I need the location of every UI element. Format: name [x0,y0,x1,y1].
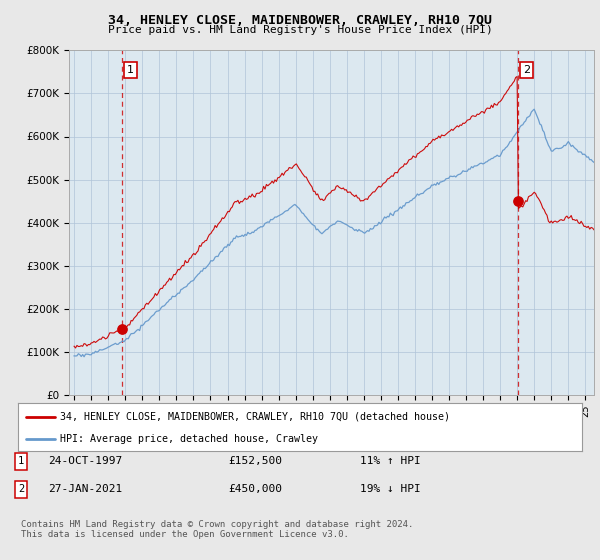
Text: 19% ↓ HPI: 19% ↓ HPI [360,484,421,494]
Text: 24-OCT-1997: 24-OCT-1997 [48,456,122,466]
Text: 27-JAN-2021: 27-JAN-2021 [48,484,122,494]
Text: 34, HENLEY CLOSE, MAIDENBOWER, CRAWLEY, RH10 7QU (detached house): 34, HENLEY CLOSE, MAIDENBOWER, CRAWLEY, … [60,412,450,422]
Text: Price paid vs. HM Land Registry's House Price Index (HPI): Price paid vs. HM Land Registry's House … [107,25,493,35]
Point [117,325,127,334]
Text: £450,000: £450,000 [228,484,282,494]
Text: 2: 2 [18,484,24,494]
Text: 1: 1 [127,65,134,75]
Text: 2: 2 [523,65,530,75]
Text: HPI: Average price, detached house, Crawley: HPI: Average price, detached house, Craw… [60,434,319,444]
Text: Contains HM Land Registry data © Crown copyright and database right 2024.
This d: Contains HM Land Registry data © Crown c… [21,520,413,539]
Text: 11% ↑ HPI: 11% ↑ HPI [360,456,421,466]
Text: £152,500: £152,500 [228,456,282,466]
Point [513,197,523,206]
Text: 1: 1 [18,456,24,466]
Text: 34, HENLEY CLOSE, MAIDENBOWER, CRAWLEY, RH10 7QU: 34, HENLEY CLOSE, MAIDENBOWER, CRAWLEY, … [108,14,492,27]
